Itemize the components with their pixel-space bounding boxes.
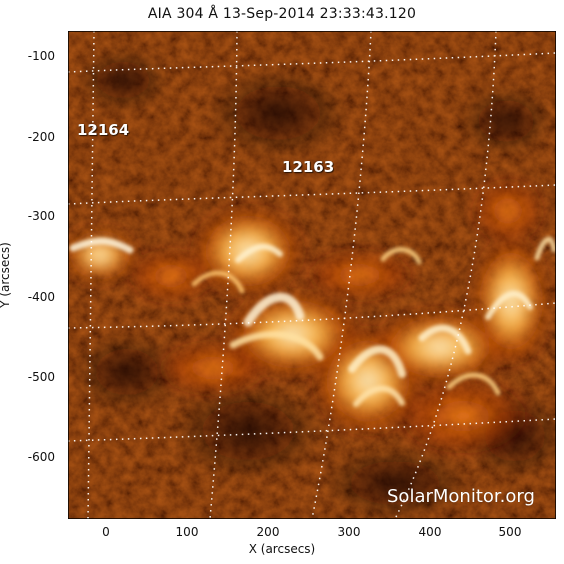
y-tick-label: -100 — [27, 49, 55, 63]
x-tick-label: 100 — [175, 525, 199, 539]
active-region-label: 12163 — [282, 158, 335, 176]
y-tick-label: -300 — [27, 209, 55, 223]
x-tick-label: 500 — [498, 525, 522, 539]
x-tick-label: 400 — [418, 525, 442, 539]
y-tick-label: -600 — [27, 450, 55, 464]
solar-image-panel: 12164 12163 SolarMonitor.org — [68, 31, 556, 519]
plot-title: AIA 304 Å 13-Sep-2014 23:33:43.120 — [147, 6, 417, 22]
x-axis-label: X (arcsecs) — [248, 542, 316, 556]
y-tick-label: -200 — [27, 130, 55, 144]
bright-filaments — [69, 236, 556, 407]
x-tick-label: 300 — [337, 525, 361, 539]
active-region-label: 12164 — [77, 121, 130, 139]
coordinate-grid — [68, 31, 556, 519]
x-tick-label: 0 — [102, 525, 110, 539]
y-axis-label: Y (arcsecs) — [0, 242, 12, 308]
y-tick-label: -400 — [27, 290, 55, 304]
solar-image-svg — [68, 31, 556, 519]
solarmonitor-watermark: SolarMonitor.org — [387, 486, 535, 507]
x-tick-label: 200 — [256, 525, 280, 539]
y-tick-label: -500 — [27, 370, 55, 384]
